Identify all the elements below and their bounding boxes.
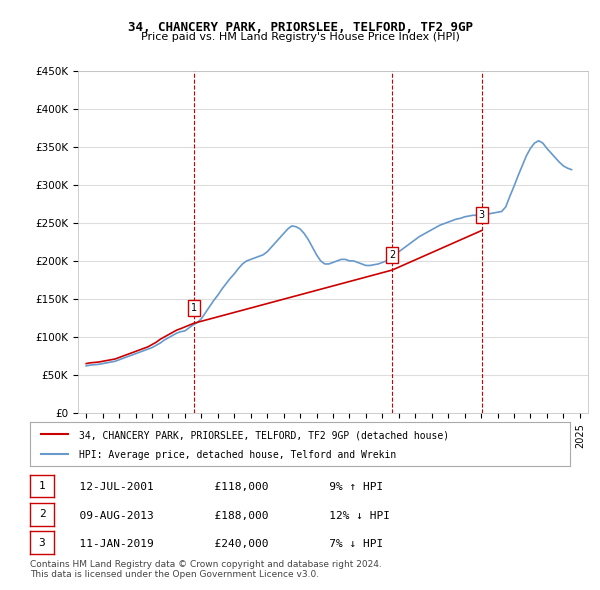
Text: Contains HM Land Registry data © Crown copyright and database right 2024.
This d: Contains HM Land Registry data © Crown c… (30, 560, 382, 579)
Text: 1: 1 (191, 303, 197, 313)
Text: 3: 3 (479, 210, 485, 220)
Text: 12-JUL-2001         £118,000         9% ↑ HPI: 12-JUL-2001 £118,000 9% ↑ HPI (66, 483, 383, 493)
Text: 2: 2 (38, 509, 46, 519)
Text: 09-AUG-2013         £188,000         12% ↓ HPI: 09-AUG-2013 £188,000 12% ↓ HPI (66, 511, 390, 521)
Text: HPI: Average price, detached house, Telford and Wrekin: HPI: Average price, detached house, Telf… (79, 450, 396, 460)
Text: 34, CHANCERY PARK, PRIORSLEE, TELFORD, TF2 9GP (detached house): 34, CHANCERY PARK, PRIORSLEE, TELFORD, T… (79, 430, 449, 440)
Text: 1: 1 (38, 481, 46, 491)
Text: Price paid vs. HM Land Registry's House Price Index (HPI): Price paid vs. HM Land Registry's House … (140, 32, 460, 42)
Text: 2: 2 (389, 250, 395, 260)
Text: 34, CHANCERY PARK, PRIORSLEE, TELFORD, TF2 9GP: 34, CHANCERY PARK, PRIORSLEE, TELFORD, T… (128, 21, 473, 34)
Text: 3: 3 (38, 537, 46, 548)
Text: 11-JAN-2019         £240,000         7% ↓ HPI: 11-JAN-2019 £240,000 7% ↓ HPI (66, 539, 383, 549)
